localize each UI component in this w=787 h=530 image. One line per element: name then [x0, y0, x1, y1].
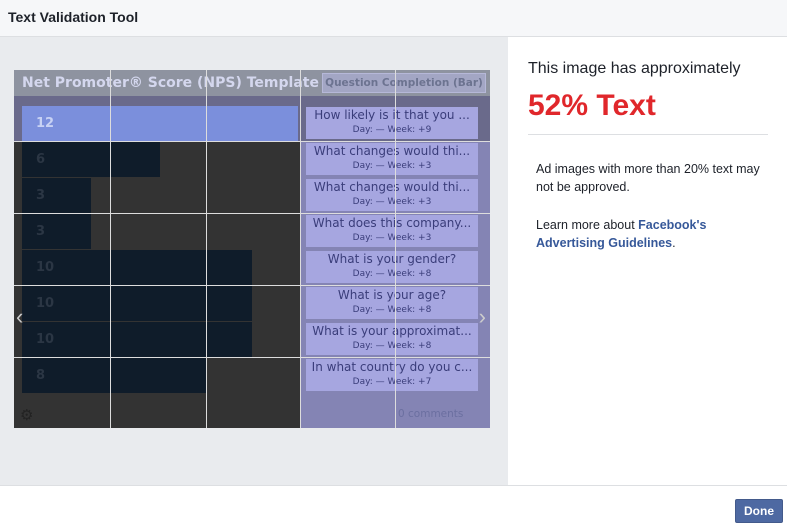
question-stats: Day: — Week: +8: [352, 269, 432, 279]
bar-value: 10: [36, 260, 55, 275]
grid-line: [14, 213, 490, 214]
question-stats: Day: — Week: +3: [352, 197, 432, 207]
question-completion-button: Question Completion (Bar): [322, 73, 486, 93]
result-intro: This image has approximately: [528, 60, 741, 77]
question-text: What is your age?: [337, 288, 447, 302]
bar: 10: [22, 286, 252, 321]
question-label: What is your approximat... Day: — Week: +…: [306, 323, 478, 355]
dialog-title: Text Validation Tool: [0, 0, 787, 37]
advertising-guidelines-link[interactable]: Facebook's Advertising Guidelines: [536, 218, 707, 250]
question-text: What changes would thi...: [313, 144, 471, 158]
grid-line: [14, 357, 490, 358]
question-text: How likely is it that you ...: [314, 108, 470, 122]
bar-value: 3: [36, 188, 46, 203]
done-button[interactable]: Done: [735, 499, 783, 523]
grid-line: [300, 70, 301, 428]
bar: 6: [22, 142, 160, 177]
bar: 10: [22, 250, 252, 285]
learn-more-suffix: .: [672, 236, 676, 250]
chevron-right-icon[interactable]: ›: [478, 304, 486, 329]
question-text: What is your approximat...: [312, 324, 472, 338]
question-text: In what country do you c...: [311, 360, 473, 374]
bar-value: 10: [36, 296, 55, 311]
text-percentage: 52% Text: [528, 89, 656, 122]
grid-line: [110, 70, 111, 428]
grid-line: [395, 70, 396, 428]
dialog-footer: [0, 485, 787, 530]
question-label: What is your age? Day: — Week: +8: [306, 287, 478, 319]
question-label: What is your gender? Day: — Week: +8: [306, 251, 478, 283]
learn-more-text: Learn more about Facebook's Advertising …: [536, 216, 766, 252]
comments-count: 0 comments: [398, 408, 464, 420]
warning-text: Ad images with more than 20% text may no…: [536, 162, 760, 194]
question-label: In what country do you c... Day: — Week: …: [306, 359, 478, 391]
result-panel: This image has approximately 52% Text Ad…: [508, 37, 787, 485]
image-header: Net Promoter® Score (NPS) Template ... Q…: [14, 70, 490, 96]
question-text: What does this company...: [312, 216, 472, 230]
question-stats: Day: — Week: +9: [352, 125, 432, 135]
bar: 8: [22, 358, 206, 393]
header-title: Net Promoter® Score (NPS) Template ...: [22, 75, 340, 91]
bar: 3: [22, 214, 91, 249]
question-label: How likely is it that you ... Day: — Week…: [306, 107, 478, 139]
question-stats: Day: — Week: +3: [352, 233, 432, 243]
bar: 3: [22, 178, 91, 213]
bar-value: 6: [36, 152, 46, 167]
bar-value: 3: [36, 224, 46, 239]
question-text: What is your gender?: [327, 252, 457, 266]
bar-value: 12: [36, 116, 55, 131]
question-stats: Day: — Week: +7: [352, 377, 432, 387]
question-label: What changes would thi... Day: — Week: +3: [306, 179, 478, 211]
bar: 10: [22, 322, 252, 357]
bar-value: 10: [36, 332, 55, 347]
question-stats: Day: — Week: +3: [352, 161, 432, 171]
grid-line: [206, 70, 207, 428]
grid-line: [14, 285, 490, 286]
divider: [528, 134, 768, 135]
grid-line: [14, 141, 490, 142]
question-stats: Day: — Week: +8: [352, 341, 432, 351]
bar-value: 8: [36, 368, 46, 383]
question-label: What changes would thi... Day: — Week: +3: [306, 143, 478, 175]
question-label: What does this company... Day: — Week: +3: [306, 215, 478, 247]
question-stats: Day: — Week: +8: [352, 305, 432, 315]
learn-more-prefix: Learn more about: [536, 218, 639, 232]
ad-image-preview: Net Promoter® Score (NPS) Template ... Q…: [14, 70, 490, 428]
bar: 12: [22, 106, 298, 141]
question-text: What changes would thi...: [313, 180, 471, 194]
gear-icon: ⚙: [20, 407, 34, 424]
chevron-left-icon[interactable]: ‹: [16, 304, 24, 329]
